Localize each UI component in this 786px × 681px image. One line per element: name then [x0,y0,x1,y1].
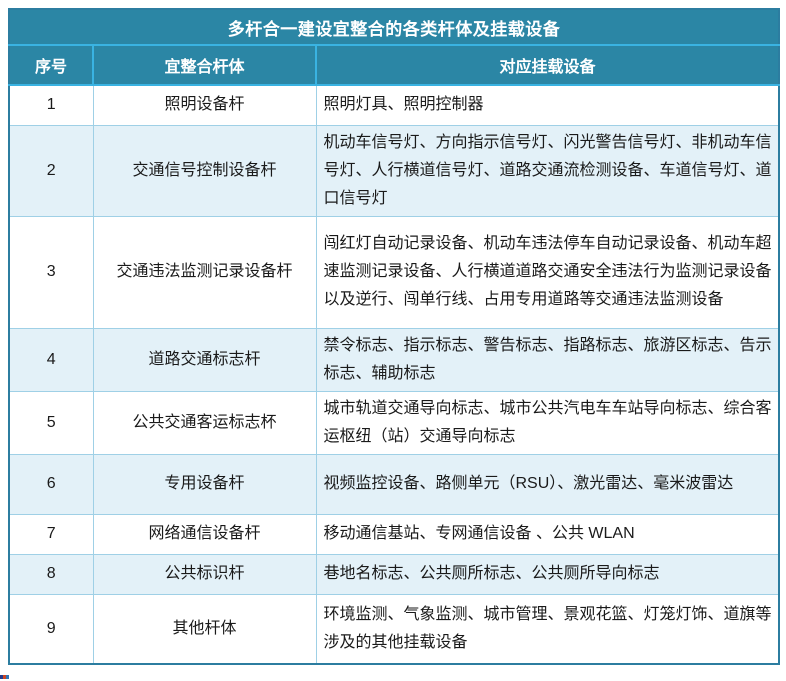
row-index: 7 [8,513,94,555]
table-row: 5 公共交通客运标志杯 城市轨道交通导向标志、城市公共汽电车车站导向标志、综合客… [8,390,780,455]
row-index: 6 [8,453,94,515]
pole-type: 网络通信设备杆 [92,513,317,555]
pole-type: 照明设备杆 [92,84,317,126]
column-header-index: 序号 [9,45,93,86]
table-row: 6 专用设备杆 视频监控设备、路侧单元（RSU）、激光雷达、毫米波雷达 [8,453,780,515]
table-row: 4 道路交通标志杆 禁令标志、指示标志、警告标志、指路标志、旅游区标志、告示标志… [8,327,780,392]
table-row: 8 公共标识杆 巷地名标志、公共厕所标志、公共厕所导向标志 [8,553,780,595]
row-index: 1 [8,84,94,126]
row-index: 4 [8,327,94,392]
poles-equipment-table: 多杆合一建设宜整合的各类杆体及挂载设备 序号 宜整合杆体 对应挂载设备 1 照明… [8,8,780,665]
mounted-devices: 机动车信号灯、方向指示信号灯、闪光警告信号灯、非机动车信号灯、人行横道信号灯、道… [315,124,780,217]
pole-type: 交通违法监测记录设备杆 [92,215,317,329]
mounted-devices: 视频监控设备、路侧单元（RSU）、激光雷达、毫米波雷达 [315,453,780,515]
table-row: 3 交通违法监测记录设备杆 闯红灯自动记录设备、机动车违法停车自动记录设备、机动… [8,215,780,329]
pole-type: 交通信号控制设备杆 [92,124,317,217]
mounted-devices: 城市轨道交通导向标志、城市公共汽电车车站导向标志、综合客运枢纽（站）交通导向标志 [315,390,780,455]
table-row: 2 交通信号控制设备杆 机动车信号灯、方向指示信号灯、闪光警告信号灯、非机动车信… [8,124,780,217]
mounted-devices: 闯红灯自动记录设备、机动车违法停车自动记录设备、机动车超速监测记录设备、人行横道… [315,215,780,329]
row-index: 3 [8,215,94,329]
row-index: 8 [8,553,94,595]
table-title: 多杆合一建设宜整合的各类杆体及挂载设备 [9,9,779,46]
mounted-devices: 环境监测、气象监测、城市管理、景观花篮、灯笼灯饰、道旗等涉及的其他挂载设备 [315,593,780,665]
row-index: 5 [8,390,94,455]
table-row: 7 网络通信设备杆 移动通信基站、专网通信设备 、公共 WLAN [8,513,780,555]
table-row: 1 照明设备杆 照明灯具、照明控制器 [8,84,780,126]
row-index: 2 [8,124,94,217]
column-header-pole-type: 宜整合杆体 [92,45,316,86]
pole-type: 公共标识杆 [92,553,317,595]
mounted-devices: 移动通信基站、专网通信设备 、公共 WLAN [315,513,780,555]
table-row: 9 其他杆体 环境监测、气象监测、城市管理、景观花篮、灯笼灯饰、道旗等涉及的其他… [8,593,780,665]
pole-type: 道路交通标志杆 [92,327,317,392]
mounted-devices: 照明灯具、照明控制器 [315,84,780,126]
table-title-row: 多杆合一建设宜整合的各类杆体及挂载设备 [9,9,779,46]
pole-type: 公共交通客运标志杯 [92,390,317,455]
table-body: 1 照明设备杆 照明灯具、照明控制器 2 交通信号控制设备杆 机动车信号灯、方向… [8,84,780,665]
column-header-row: 序号 宜整合杆体 对应挂载设备 [9,45,779,86]
mounted-devices: 巷地名标志、公共厕所标志、公共厕所导向标志 [315,553,780,595]
pole-type: 专用设备杆 [92,453,317,515]
pole-type: 其他杆体 [92,593,317,665]
row-index: 9 [8,593,94,665]
column-header-mounted-devices: 对应挂载设备 [315,45,779,86]
mounted-devices: 禁令标志、指示标志、警告标志、指路标志、旅游区标志、告示标志、辅助标志 [315,327,780,392]
screenshot-cursor-artifact [0,675,9,679]
